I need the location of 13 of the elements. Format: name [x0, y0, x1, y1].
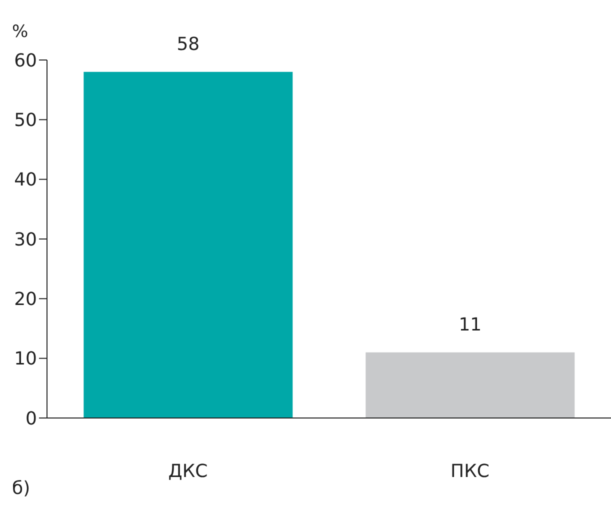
- text: б): [12, 478, 30, 499]
- data-label: 58: [176, 34, 200, 55]
- y-tick-label: 60: [14, 50, 37, 72]
- y-tick-label: 0: [26, 408, 37, 430]
- y-tick-label: 40: [14, 170, 37, 191]
- y-axis-title: %: [12, 22, 28, 42]
- data-label: 11: [458, 314, 482, 336]
- y-tick-label: 30: [14, 229, 37, 250]
- x-tick-label: ПКС: [450, 460, 490, 482]
- y-tick-label: 20: [14, 289, 37, 310]
- x-tick-label: ДКС: [168, 460, 208, 482]
- y-tick-label: 10: [14, 348, 37, 370]
- y-tick-label: 50: [14, 110, 37, 132]
